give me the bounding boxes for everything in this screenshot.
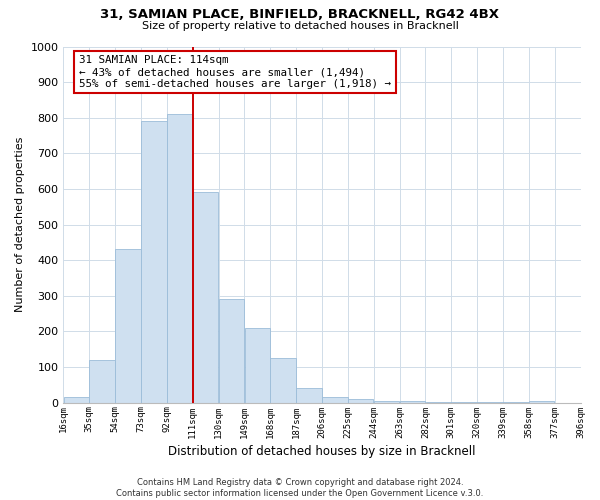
Bar xyxy=(348,399,373,402)
Bar xyxy=(141,122,167,402)
Bar xyxy=(89,360,115,403)
Y-axis label: Number of detached properties: Number of detached properties xyxy=(15,137,25,312)
Text: 31 SAMIAN PLACE: 114sqm
← 43% of detached houses are smaller (1,494)
55% of semi: 31 SAMIAN PLACE: 114sqm ← 43% of detache… xyxy=(79,56,391,88)
Bar xyxy=(322,397,347,402)
Bar xyxy=(219,300,244,403)
Text: Contains HM Land Registry data © Crown copyright and database right 2024.
Contai: Contains HM Land Registry data © Crown c… xyxy=(116,478,484,498)
Bar xyxy=(64,397,89,402)
Text: 31, SAMIAN PLACE, BINFIELD, BRACKNELL, RG42 4BX: 31, SAMIAN PLACE, BINFIELD, BRACKNELL, R… xyxy=(101,8,499,20)
Bar xyxy=(529,400,554,402)
Bar xyxy=(374,400,400,402)
Bar xyxy=(167,114,193,403)
Bar xyxy=(271,358,296,403)
X-axis label: Distribution of detached houses by size in Bracknell: Distribution of detached houses by size … xyxy=(168,444,476,458)
Bar xyxy=(115,250,141,402)
Bar xyxy=(193,192,218,402)
Text: Size of property relative to detached houses in Bracknell: Size of property relative to detached ho… xyxy=(142,21,458,31)
Bar xyxy=(245,328,270,402)
Bar xyxy=(296,388,322,402)
